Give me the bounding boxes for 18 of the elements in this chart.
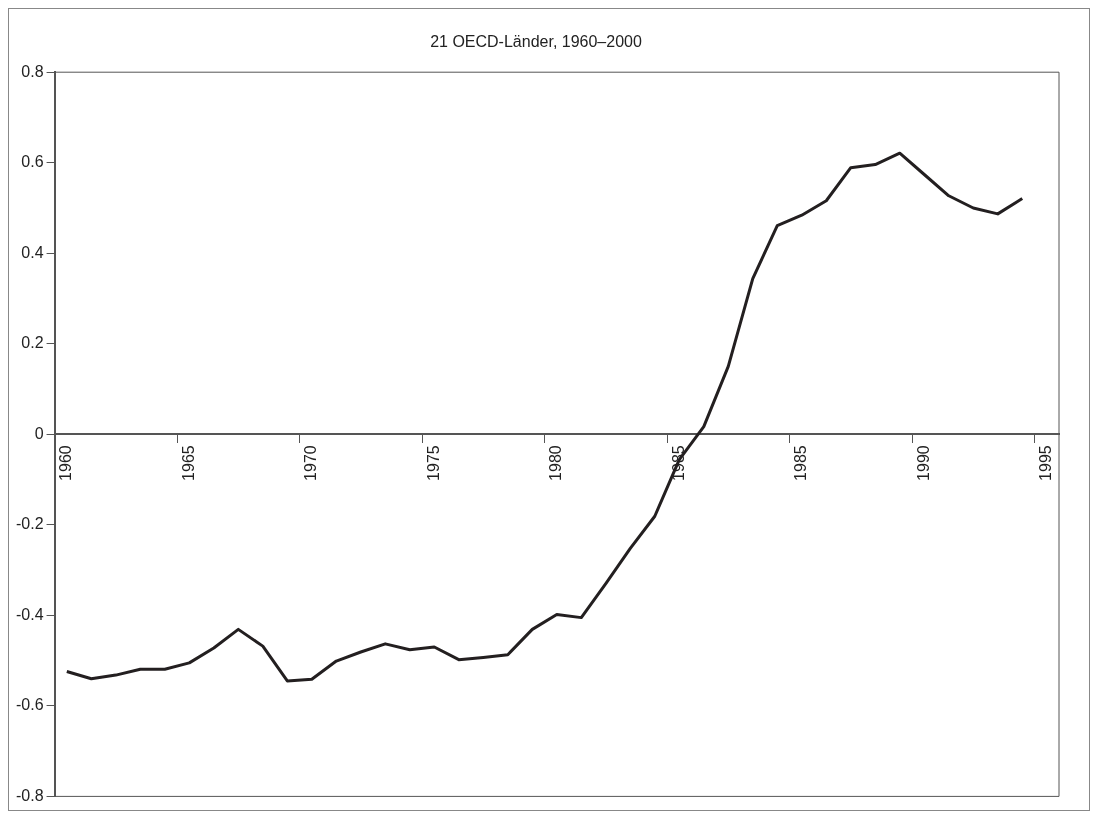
y-tick-label: -0.4: [15, 605, 44, 623]
y-tick-label: -0.8: [15, 786, 44, 804]
x-tick-label: 1990: [914, 445, 932, 481]
y-tick-label: 0.8: [21, 62, 44, 80]
y-tick-label: -0.6: [15, 696, 44, 714]
chart-title: 21 OECD-Länder, 1960–2000: [430, 33, 642, 51]
x-tick-label: 1960: [57, 445, 75, 481]
y-tick-label: 0.4: [21, 243, 44, 261]
x-tick-label: 1985: [792, 445, 810, 481]
y-tick-label: 0.2: [21, 334, 44, 352]
y-tick-label: -0.2: [15, 515, 44, 533]
x-tick-label: 1980: [547, 445, 565, 481]
y-tick-label: 0.6: [21, 153, 44, 171]
x-tick-label: 1995: [1037, 445, 1055, 481]
x-tick-label: 1975: [424, 445, 442, 481]
y-tick-label: 0: [34, 424, 44, 442]
x-tick-label: 1965: [179, 445, 197, 481]
x-tick-label: 1970: [302, 445, 320, 481]
